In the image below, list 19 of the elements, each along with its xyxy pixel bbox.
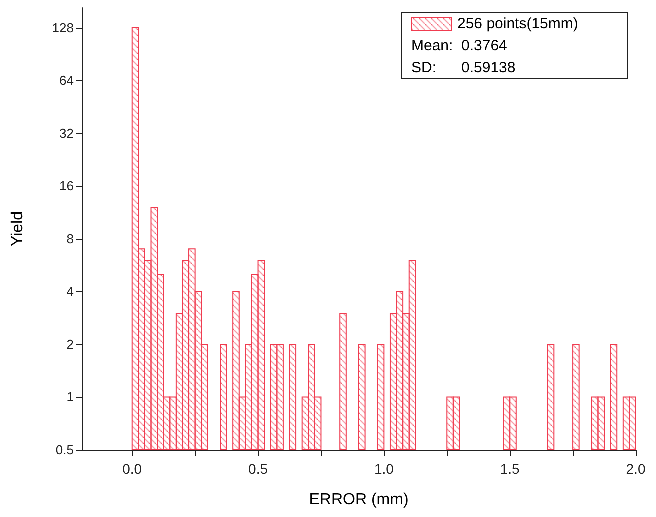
y-tick-label: 128 — [52, 20, 74, 36]
y-tick-label: 16 — [60, 178, 74, 194]
x-axis-title: ERROR (mm) — [309, 492, 409, 508]
annotation: Mean: 0.3764 — [412, 38, 508, 54]
x-tick-label: 0.0 — [122, 461, 142, 477]
y-tick-label: 32 — [60, 126, 74, 141]
annotation: SD: 0.59138 — [412, 60, 516, 76]
y-tick-label: 2 — [66, 336, 74, 352]
x-tick-label: 1.5 — [500, 461, 520, 477]
y-axis-title: Yield — [10, 212, 26, 246]
y-tick-label: 1 — [66, 390, 74, 405]
legend-label: 256 points(15mm) — [458, 16, 578, 32]
y-tick-label: 4 — [66, 284, 74, 300]
y-tick-label: 64 — [60, 73, 74, 88]
y-tick-label: 0.5 — [56, 442, 74, 458]
y-tick-label: 8 — [66, 231, 74, 246]
x-tick-label: 0.5 — [248, 461, 268, 477]
x-tick-label: 1.0 — [374, 461, 394, 477]
x-tick-label: 2.0 — [626, 461, 646, 477]
